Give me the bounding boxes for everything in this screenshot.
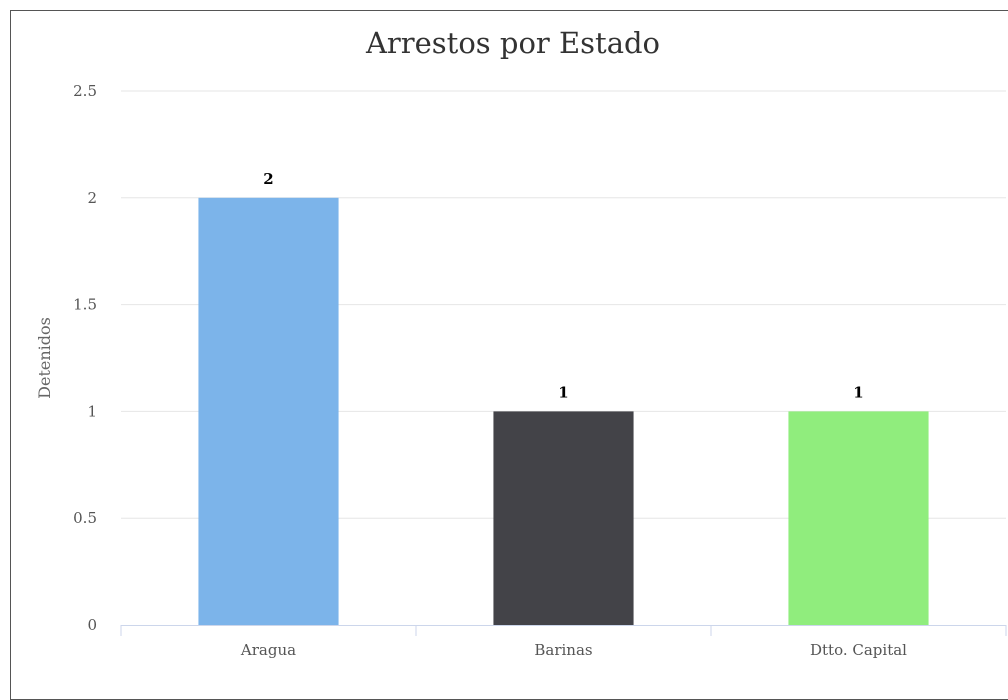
y-tick-label: 1.5 [73, 296, 97, 314]
bar-chart: Arrestos por Estado Detenidos 00.511.522… [35, 26, 1007, 659]
x-axis [120, 625, 1007, 636]
y-axis-title: Detenidos [35, 317, 54, 399]
bars [198, 197, 929, 626]
bar-barinas[interactable] [493, 411, 634, 625]
y-tick-label: 1 [87, 402, 97, 420]
y-tick-labels: 0 0.5 1 1.5 2 2.5 [73, 82, 97, 634]
x-tick-label: Barinas [534, 641, 592, 659]
chart-title: Arrestos por Estado [365, 26, 660, 60]
y-tick-label: 0 [87, 616, 97, 634]
y-tick-label: 2.5 [73, 82, 97, 100]
data-label: 1 [558, 383, 568, 401]
x-tick-label: Dtto. Capital [810, 641, 907, 659]
bar-aragua[interactable] [198, 197, 339, 626]
x-tick-label: Aragua [240, 641, 296, 659]
data-label: 1 [853, 383, 863, 401]
data-labels: 2 1 1 [263, 170, 863, 402]
y-tick-label: 0.5 [73, 509, 97, 527]
x-tick-labels: Aragua Barinas Dtto. Capital [240, 641, 907, 659]
bar-dtto-capital[interactable] [788, 411, 929, 625]
data-label: 2 [263, 170, 273, 188]
y-tick-label: 2 [87, 189, 97, 207]
